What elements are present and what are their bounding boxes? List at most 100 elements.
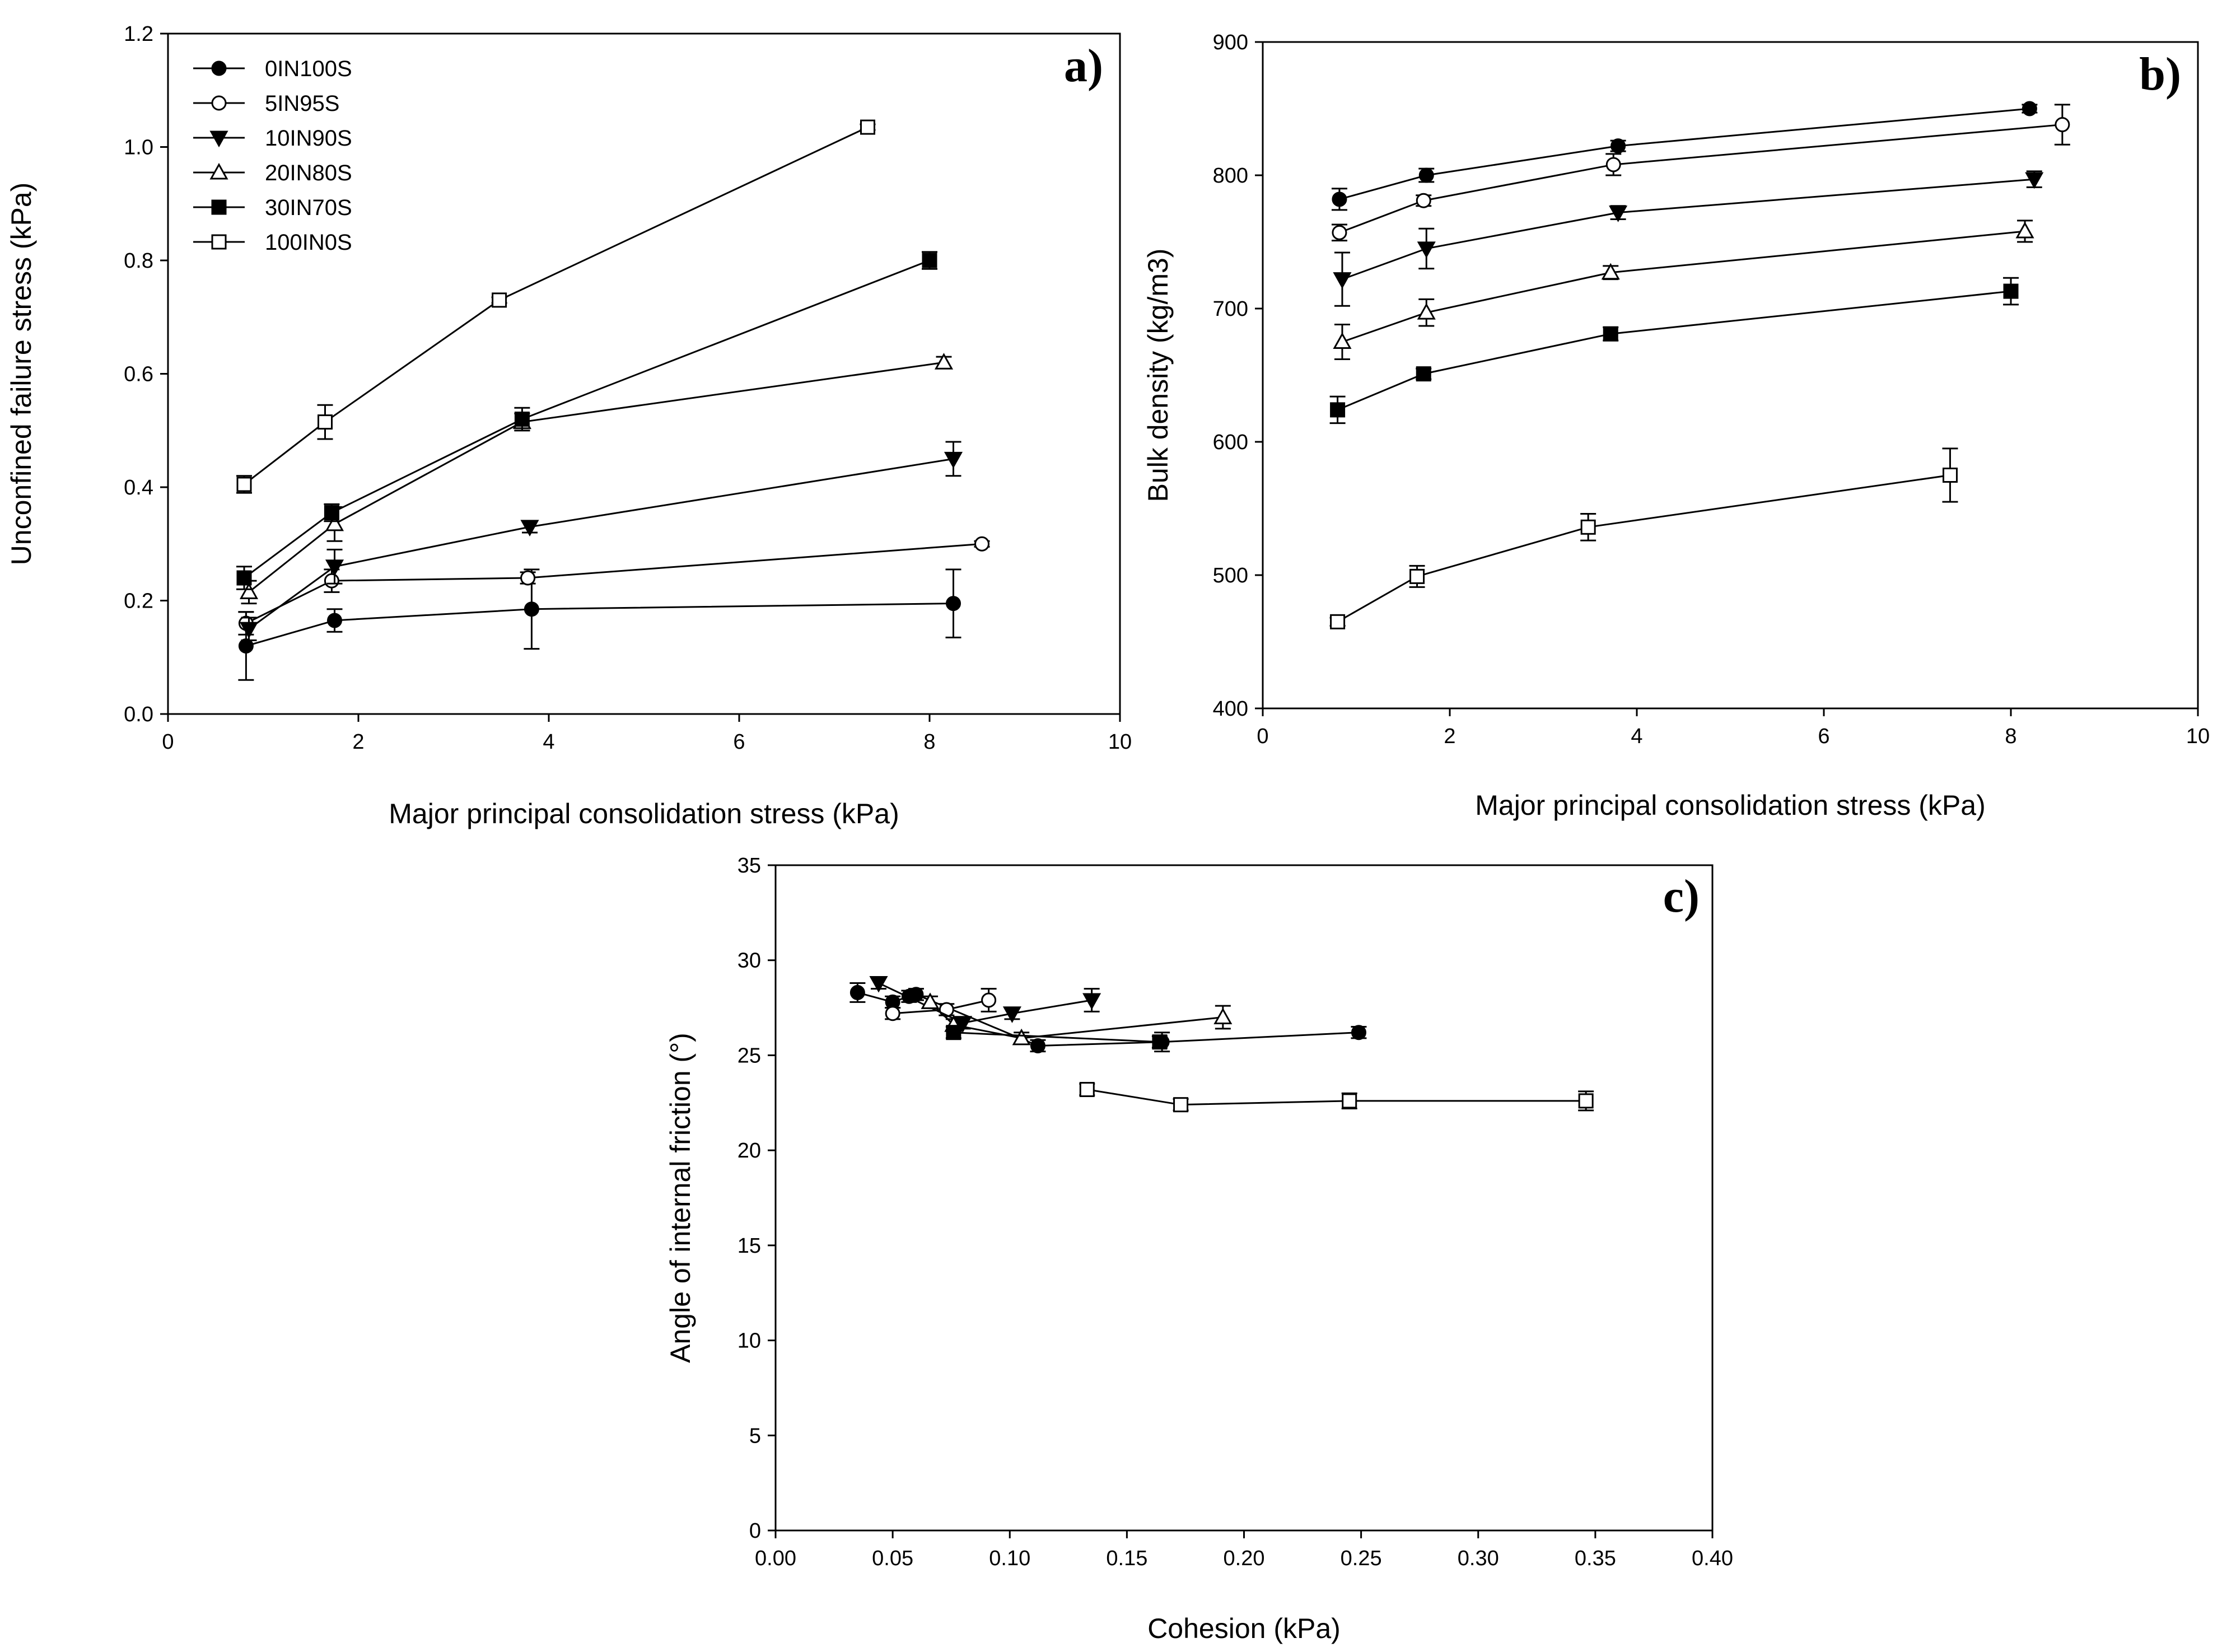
- panel-c-x-tick-label: 0.05: [872, 1547, 913, 1570]
- panel-c-data-point: [1012, 1028, 1031, 1046]
- panel-c-data-point: [885, 1006, 900, 1021]
- panel-c-data-point: [1030, 1038, 1045, 1053]
- legend-marker: [209, 130, 228, 148]
- panel-c-data-point: [946, 1025, 961, 1040]
- panel-c-y-axis-label: Angle of internal friction (°): [665, 1033, 696, 1363]
- panel-a-series-line: [248, 361, 944, 593]
- panel-c-data-point: [1173, 1097, 1189, 1113]
- panel-a-y-tick-label: 1.2: [124, 22, 153, 46]
- panel-a-series-line: [245, 543, 982, 624]
- panel-c-x-tick-label: 0.15: [1106, 1547, 1147, 1570]
- panel-a-data-point: [520, 520, 539, 536]
- legend-entry-100in0s: 100IN0S: [265, 230, 352, 255]
- panel-c-y-tick-label: 15: [737, 1234, 761, 1258]
- panel-a-data-point: [492, 292, 507, 308]
- panel-a-series-10in90s: [239, 441, 963, 641]
- panel-c-y-tick-label: 0: [749, 1519, 761, 1543]
- panel-c-x-tick-label: 0.40: [1692, 1547, 1733, 1570]
- panel-a-x-tick-label: 6: [733, 730, 745, 754]
- panel-b-data-point: [2025, 172, 2044, 189]
- panel-c-data-point: [1082, 993, 1101, 1010]
- panel-a-series-line: [248, 458, 954, 630]
- panel-a-y-tick-label: 0.8: [124, 249, 153, 273]
- panel-a-data-point: [238, 638, 254, 654]
- panel-b-y-tick-label: 700: [1213, 297, 1248, 321]
- panel-c-series-100in0s: [1079, 1082, 1594, 1113]
- panel-c-data-point: [1079, 1082, 1095, 1098]
- panel-c-chart: 0.00 0.05 0.10 0.15 0.20 0.25 0.30 0.35 0.40 0 5 10…: [665, 854, 1733, 1644]
- legend-marker: [211, 60, 227, 76]
- panel-c-data-point: [1002, 1006, 1021, 1023]
- panel-b-data-point: [1603, 326, 1618, 342]
- panel-b-data-point: [1409, 568, 1425, 584]
- panel-b-series-line: [1339, 124, 2062, 234]
- legend-marker: [209, 162, 228, 180]
- panel-a-tag: a): [1064, 40, 1103, 92]
- panel-b-series-30in70s: [1329, 277, 2019, 424]
- panel-b-x-tick-label: 8: [2005, 725, 2016, 748]
- panel-b-data-point: [1416, 366, 1431, 382]
- panel-b-data-point: [1611, 138, 1626, 154]
- panel-a-x-tick-label: 0: [162, 730, 174, 754]
- panel-c-series-30in70s: [945, 1025, 1168, 1050]
- panel-b-x-tick-label: 0: [1257, 725, 1268, 748]
- panel-c-y-tick-label: 20: [737, 1139, 761, 1163]
- panel-c-tag: c): [1663, 870, 1700, 922]
- panel-c-data-point: [1351, 1025, 1366, 1040]
- panel-a-y-axis-label: Unconfined failure stress (kPa): [6, 183, 37, 566]
- panel-a-x-tick-label: 8: [923, 730, 935, 754]
- panel-c-series-line: [953, 1032, 1160, 1043]
- panel-c-x-tick-label: 0.35: [1575, 1547, 1616, 1570]
- panel-c-series-line: [878, 982, 1092, 1024]
- legend-entry-10in90s: 10IN90S: [265, 126, 352, 151]
- panel-a-series-line: [245, 603, 954, 647]
- panel-b-data-point: [2055, 117, 2070, 133]
- legend-marker: [211, 199, 227, 215]
- panel-c-series-0in100s: [849, 982, 1367, 1053]
- panel-a-x-axis-label: Major principal consolidation stress (kP…: [389, 798, 899, 829]
- panel-a-data-point: [236, 570, 252, 586]
- panel-b-x-tick-label: 10: [2186, 725, 2210, 748]
- panel-b-y-axis-label: Bulk density (kg/m3): [1142, 249, 1174, 502]
- panel-c-x-tick-label: 0.00: [755, 1547, 796, 1570]
- panel-c-x-tick-label: 0.25: [1341, 1547, 1382, 1570]
- panel-c-x-tick-label: 0.30: [1458, 1547, 1499, 1570]
- panel-b-data-point: [1417, 303, 1436, 320]
- panel-a-y-tick-label: 0.6: [124, 363, 153, 386]
- panel-b-data-point: [1333, 332, 1352, 349]
- panel-b-data-point: [1330, 402, 1346, 418]
- panel-b-series-5in95s: [1331, 104, 2070, 242]
- panel-a-data-point: [324, 505, 339, 521]
- panel-c-x-tick-label: 0.20: [1224, 1547, 1265, 1570]
- legend-entry-5in95s: 5IN95S: [265, 91, 339, 116]
- panel-c-data-point: [1578, 1093, 1594, 1109]
- legend-entry-30in70s: 30IN70S: [265, 195, 352, 220]
- panel-b-data-point: [2022, 101, 2037, 116]
- panel-c-data-point: [921, 992, 940, 1009]
- panel-c-data-point: [1152, 1034, 1168, 1050]
- panel-c-data-point: [1213, 1007, 1233, 1025]
- panel-a-series-line: [244, 259, 930, 579]
- panel-a-x-tick-label: 2: [352, 730, 364, 754]
- panel-a-data-point: [325, 559, 344, 576]
- legend-marker: [211, 234, 227, 250]
- panel-b-data-point: [1416, 193, 1431, 208]
- panel-b-y-tick-label: 900: [1213, 31, 1248, 54]
- panel-b-series-line: [1337, 474, 1950, 623]
- panel-a-data-point: [946, 596, 961, 612]
- panel-a-data-point: [327, 613, 342, 628]
- panel-a-data-point: [236, 477, 252, 492]
- panel-b-data-point: [1601, 263, 1620, 280]
- panel-b-series-line: [1339, 108, 2030, 200]
- panel-a-data-point: [239, 622, 259, 639]
- panel-b-data-point: [1605, 157, 1621, 172]
- panel-c-plot-frame: [774, 864, 1714, 1532]
- panel-a-data-point: [944, 451, 963, 469]
- panel-a-y-tick-label: 1.0: [124, 136, 153, 160]
- panel-b-chart: 0 2 4 6 8 10 400 500 600 700 800 900 Major principal…: [1142, 31, 2210, 821]
- panel-a-y-tick-label: 0.0: [124, 703, 153, 726]
- panel-b-series-line: [1342, 230, 2025, 343]
- panel-a-x-tick-label: 10: [1108, 730, 1132, 754]
- panel-c-series-10in90s: [869, 976, 1101, 1033]
- legend-marker: [211, 95, 227, 111]
